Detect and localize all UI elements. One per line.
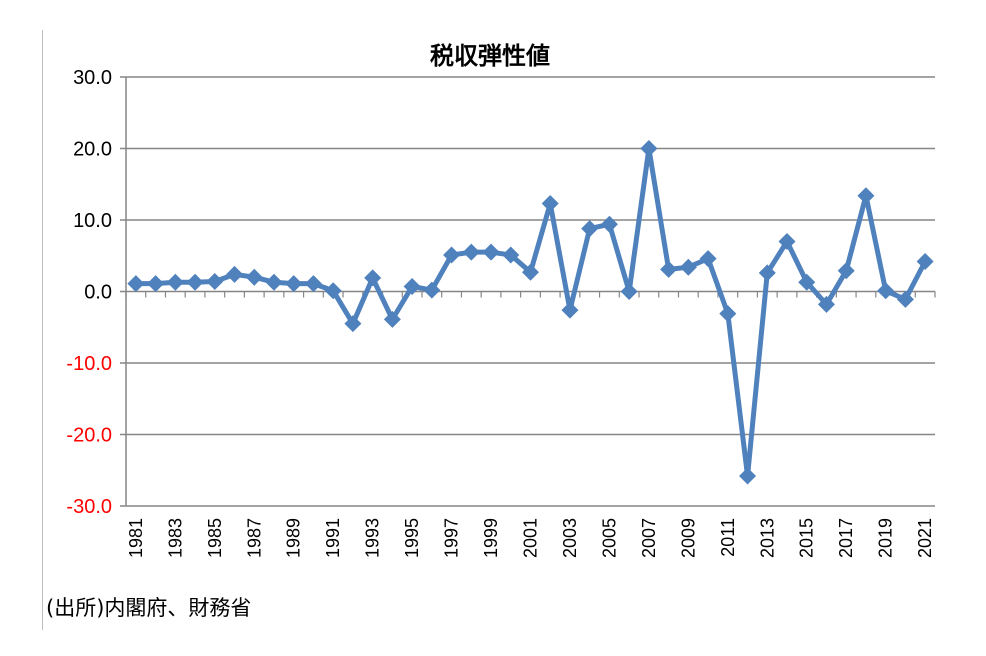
x-tick-label: 2011 bbox=[718, 518, 738, 557]
series-line bbox=[135, 146, 928, 479]
x-tick-label: 1985 bbox=[205, 518, 225, 558]
data-point bbox=[541, 195, 559, 213]
data-point bbox=[600, 215, 618, 233]
data-point bbox=[660, 260, 678, 278]
frame-border bbox=[42, 30, 43, 630]
x-tick-label: 2005 bbox=[599, 518, 619, 558]
x-tick-label: 2007 bbox=[639, 518, 659, 558]
data-point bbox=[166, 273, 184, 291]
data-point bbox=[817, 295, 835, 313]
data-point bbox=[679, 258, 697, 276]
data-point bbox=[285, 275, 303, 293]
x-tick-labels: 1981 1983 1985 1987 1989 1991 1993 1995 1997 1999… bbox=[126, 518, 935, 558]
x-tick-label: 1999 bbox=[481, 518, 501, 558]
x-tick-label: 1981 bbox=[126, 518, 146, 558]
x-tick-label: 1989 bbox=[284, 518, 304, 558]
data-point bbox=[640, 140, 658, 157]
data-point bbox=[561, 301, 579, 319]
data-point bbox=[462, 243, 480, 261]
data-point bbox=[502, 246, 520, 264]
data-point bbox=[344, 315, 362, 333]
data-point bbox=[581, 220, 599, 238]
x-tick-label: 1993 bbox=[363, 518, 383, 558]
data-point bbox=[798, 273, 816, 291]
data-point bbox=[423, 281, 441, 299]
data-point bbox=[699, 250, 717, 268]
y-tick-labels: 30.0 20.0 10.0 0.0 -10.0 -20.0 -30.0 bbox=[66, 67, 112, 518]
axes bbox=[120, 76, 936, 507]
x-tick-label: 1987 bbox=[244, 518, 264, 558]
x-tick-label: 2015 bbox=[797, 518, 817, 558]
data-point bbox=[857, 187, 875, 205]
x-tick-label: 1995 bbox=[402, 518, 422, 558]
data-point bbox=[719, 305, 737, 323]
data-point bbox=[896, 290, 914, 308]
data-point bbox=[206, 272, 224, 290]
x-tick-label: 2003 bbox=[560, 518, 580, 558]
data-series bbox=[127, 140, 934, 485]
data-point bbox=[226, 265, 244, 283]
y-tick-label: 30.0 bbox=[73, 67, 112, 89]
data-point bbox=[482, 243, 500, 261]
data-point bbox=[245, 268, 263, 286]
x-tick-label: 1997 bbox=[442, 518, 462, 558]
data-point bbox=[186, 273, 204, 291]
data-point bbox=[324, 282, 342, 300]
y-tick-label: -30.0 bbox=[66, 496, 112, 518]
line-chart: 税収弾性値 30.0 20.0 10.0 0.0 -10.0 -20.0 -30.0 198… bbox=[66, 42, 936, 558]
data-point bbox=[758, 264, 776, 282]
source-note: (出所)内閣府、財務省 bbox=[46, 596, 252, 620]
gridlines bbox=[126, 76, 935, 507]
data-point bbox=[403, 277, 421, 295]
data-point bbox=[127, 275, 145, 293]
data-point bbox=[443, 246, 461, 264]
data-point bbox=[916, 252, 934, 270]
y-tick-label: -10.0 bbox=[66, 353, 112, 375]
x-tick-label: 1983 bbox=[165, 518, 185, 558]
x-tick-label: 2017 bbox=[836, 518, 856, 558]
data-point bbox=[147, 275, 165, 293]
x-tick-label: 2009 bbox=[678, 518, 698, 558]
y-tick-label: 20.0 bbox=[73, 139, 112, 161]
x-tick-label: 1991 bbox=[323, 518, 343, 558]
data-point bbox=[877, 282, 895, 300]
data-point bbox=[739, 467, 757, 485]
x-tick-label: 2001 bbox=[521, 518, 541, 558]
data-point bbox=[364, 269, 382, 287]
data-point bbox=[778, 232, 796, 250]
y-tick-label: 10.0 bbox=[73, 210, 112, 232]
x-tick-label: 2013 bbox=[757, 518, 777, 558]
x-tick-label: 2019 bbox=[876, 518, 896, 558]
data-point bbox=[837, 262, 855, 280]
y-tick-label: 0.0 bbox=[84, 282, 112, 304]
data-point bbox=[522, 263, 539, 281]
data-point bbox=[304, 275, 322, 293]
data-point bbox=[265, 273, 283, 291]
data-point bbox=[620, 283, 638, 300]
y-tick-label: -20.0 bbox=[66, 425, 112, 447]
chart-title: 税収弾性値 bbox=[430, 42, 550, 70]
x-tick-label: 2021 bbox=[915, 518, 935, 558]
data-point bbox=[383, 310, 401, 328]
